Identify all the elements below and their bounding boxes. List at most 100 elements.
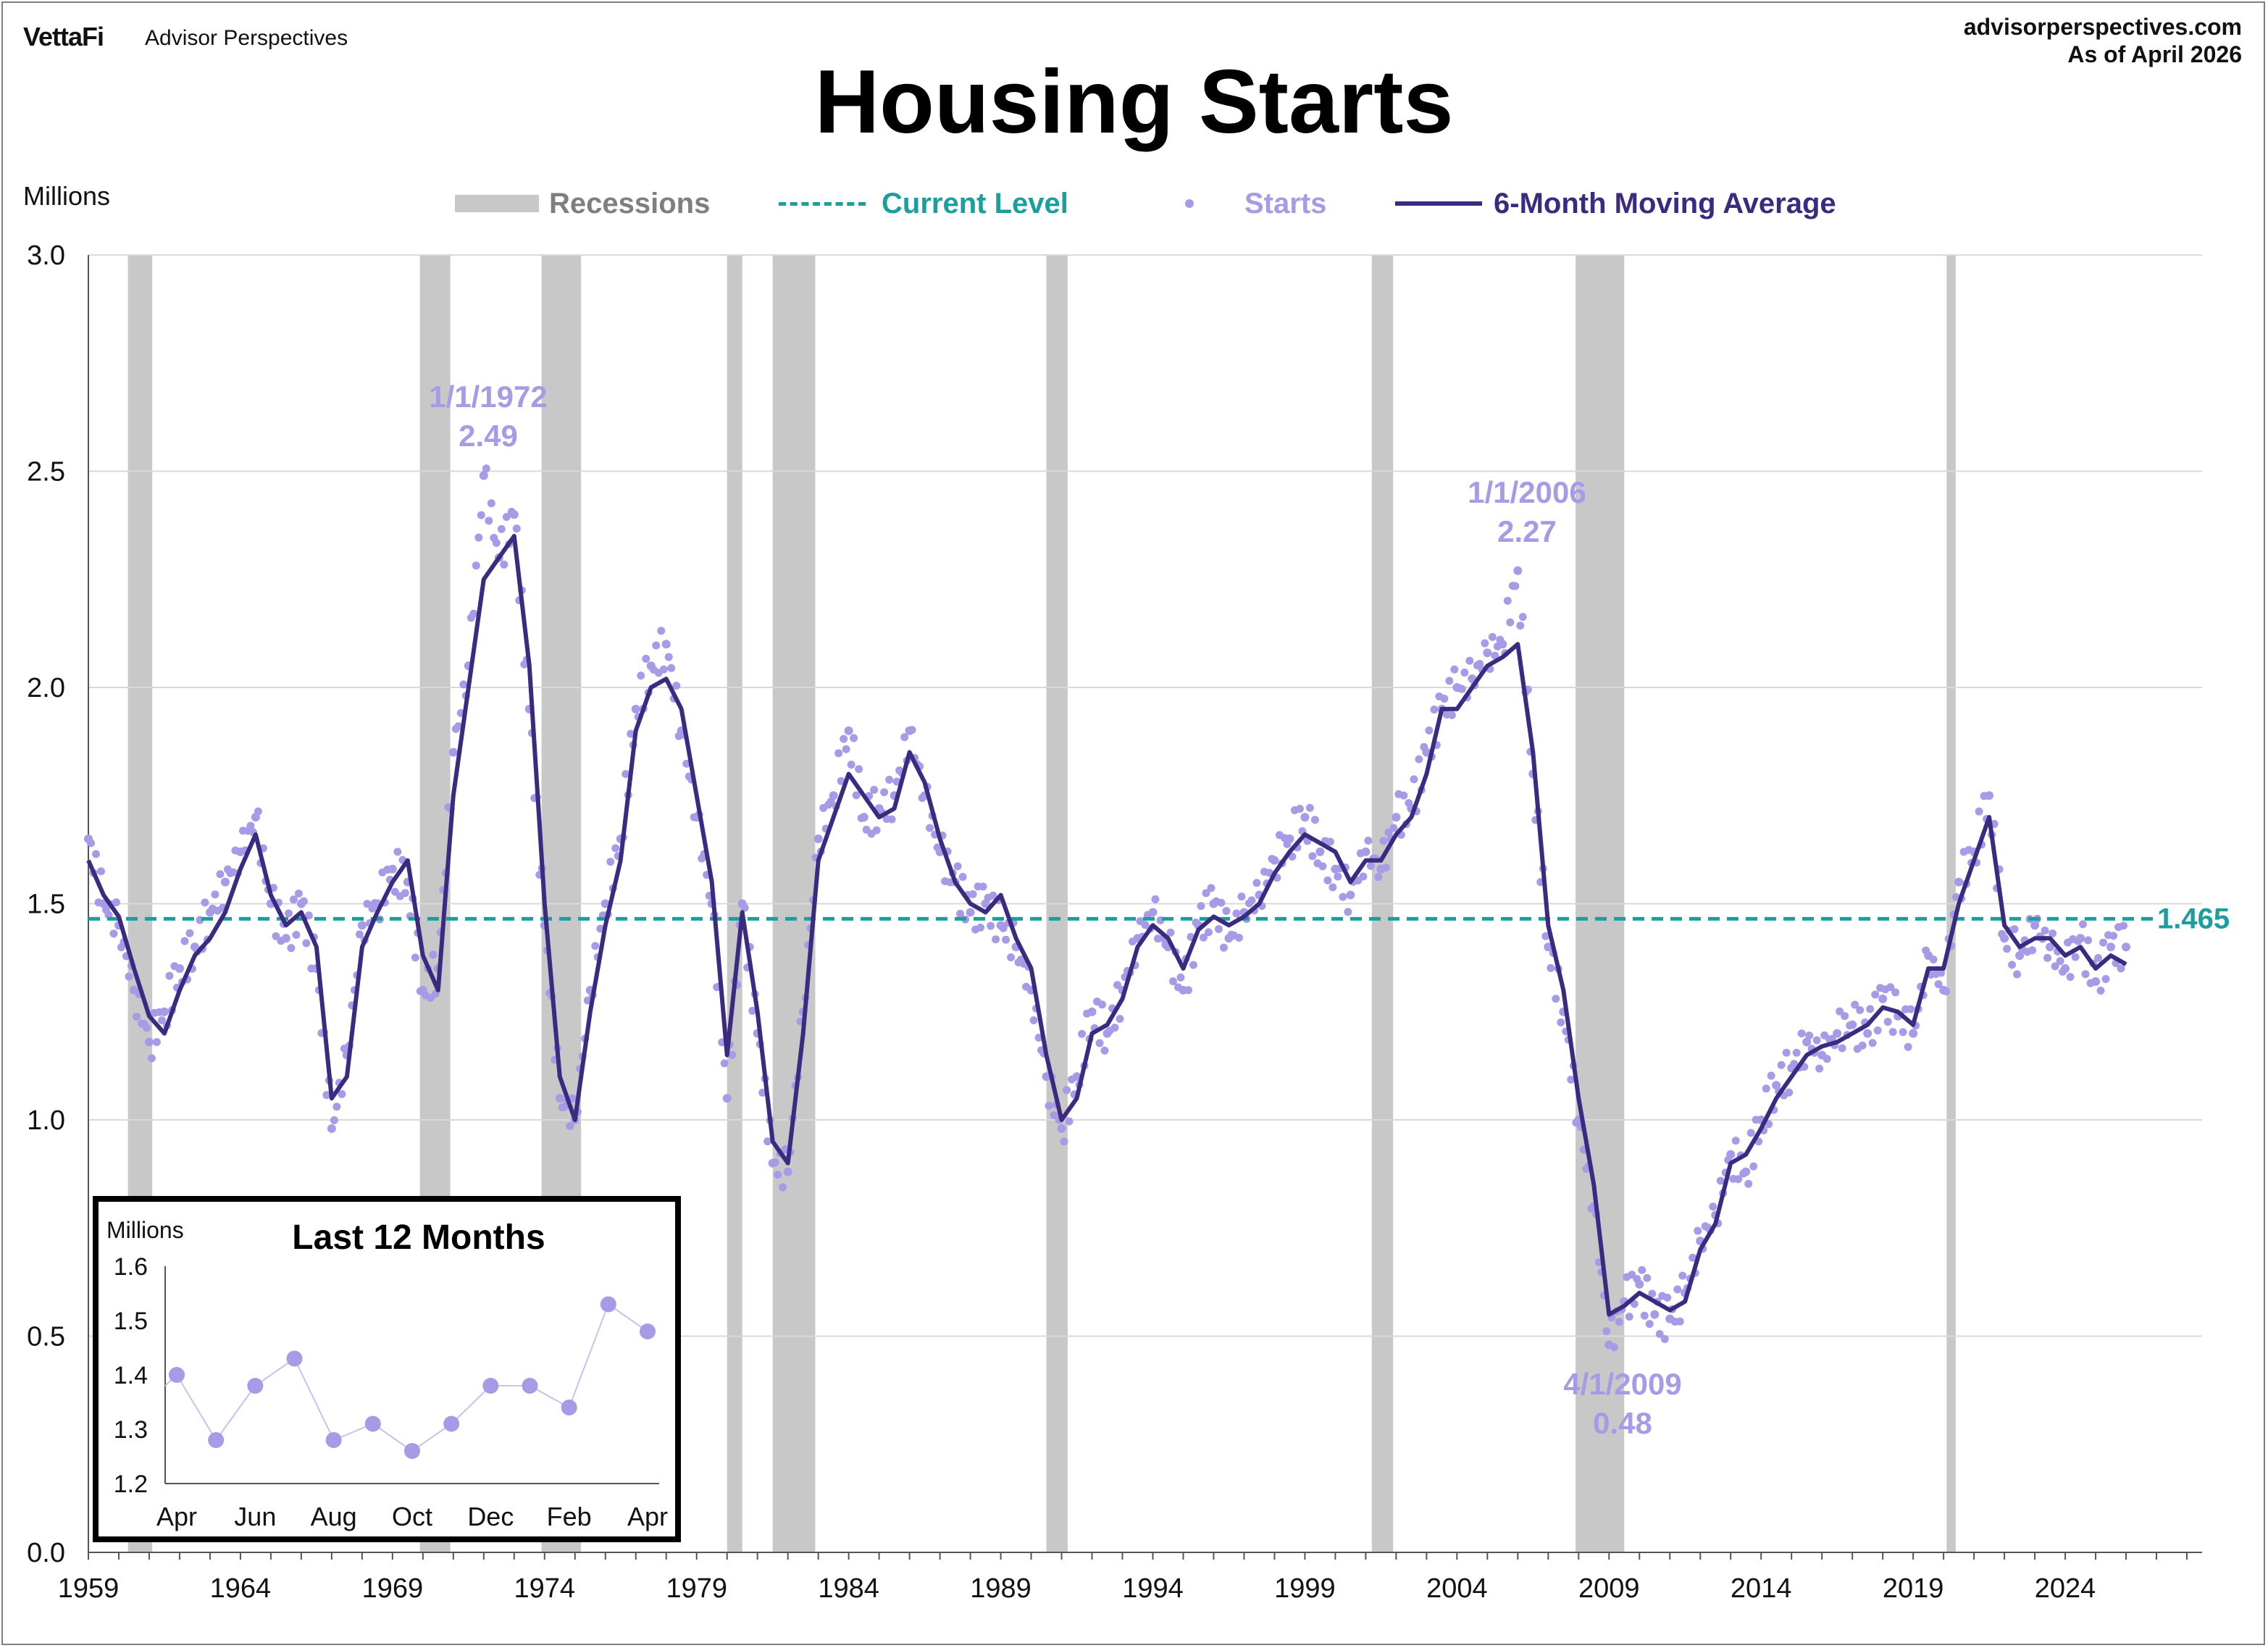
- starts-point: [1762, 1084, 1770, 1093]
- starts-point: [201, 898, 209, 907]
- starts-point: [748, 1006, 757, 1015]
- starts-point: [601, 899, 610, 908]
- starts-point: [1189, 961, 1197, 969]
- starts-point: [1247, 896, 1256, 905]
- starts-point: [459, 680, 468, 689]
- legend-recessions: Recessions: [455, 185, 710, 222]
- starts-point: [956, 909, 965, 918]
- starts-point: [591, 942, 600, 950]
- starts-point: [1544, 942, 1553, 952]
- starts-point: [469, 609, 478, 618]
- starts-point: [454, 721, 463, 730]
- starts-point: [1797, 1029, 1806, 1038]
- starts-point: [1739, 1169, 1748, 1178]
- starts-point: [94, 898, 103, 907]
- x-tick-label: 1989: [970, 1573, 1032, 1604]
- starts-point: [1638, 1266, 1646, 1274]
- ma-swatch: [1395, 201, 1482, 206]
- starts-point: [1863, 1029, 1872, 1038]
- starts-point: [307, 964, 316, 973]
- starts-point: [1389, 824, 1398, 832]
- starts-point: [2003, 945, 2012, 953]
- starts-point: [104, 911, 113, 919]
- starts-point: [622, 769, 630, 778]
- starts-point: [771, 1158, 779, 1167]
- starts-point: [659, 665, 668, 674]
- starts-point: [1805, 1031, 1814, 1040]
- starts-point: [1430, 706, 1439, 714]
- starts-point: [1633, 1274, 1641, 1283]
- starts-point: [1734, 1175, 1743, 1184]
- starts-point: [144, 1037, 154, 1047]
- starts-point: [1202, 889, 1210, 898]
- starts-point: [999, 924, 1008, 932]
- brand-subtitle: Advisor Perspectives: [145, 26, 348, 50]
- starts-point: [1022, 982, 1031, 991]
- moving-average-line: [86, 534, 2127, 1317]
- brand-logo: VettaFi: [23, 22, 104, 51]
- starts-point: [492, 538, 501, 547]
- annotation-value: 2.49: [459, 419, 518, 453]
- starts-point: [2046, 942, 2055, 952]
- starts-point: [1785, 1088, 1794, 1097]
- starts-point: [294, 889, 303, 898]
- starts-point: [1192, 919, 1200, 927]
- starts-point: [763, 1137, 772, 1146]
- starts-point: [1868, 1039, 1877, 1047]
- starts-point: [1883, 1017, 1892, 1026]
- starts-point: [1752, 1116, 1760, 1124]
- y-axis-label: Millions: [23, 181, 111, 211]
- starts-point: [1334, 872, 1342, 881]
- starts-point: [1057, 1124, 1066, 1133]
- starts-point: [284, 909, 293, 918]
- starts-point: [180, 937, 189, 945]
- inset-point: [443, 1415, 460, 1432]
- starts-point: [1767, 1071, 1775, 1080]
- y-tick-label: 2.5: [27, 457, 65, 488]
- starts-point: [1493, 642, 1502, 651]
- starts-point: [1204, 928, 1213, 937]
- starts-point: [86, 839, 95, 848]
- starts-point: [1503, 596, 1512, 605]
- inset-x-tick-label: Feb: [547, 1502, 592, 1531]
- starts-point: [363, 900, 372, 908]
- starts-point: [1660, 1334, 1669, 1343]
- starts-point: [1782, 1048, 1791, 1057]
- starts-point: [1937, 969, 1946, 977]
- starts-point: [1836, 1007, 1844, 1016]
- starts-point: [2028, 946, 2037, 955]
- starts-point: [1709, 1202, 1717, 1211]
- starts-point: [1643, 1273, 1652, 1282]
- starts-point: [216, 870, 225, 879]
- starts-point: [611, 844, 620, 853]
- inset-box: [93, 1196, 681, 1542]
- starts-point: [1447, 711, 1456, 719]
- inset-x-tick-label: Jun: [234, 1502, 276, 1531]
- inset-point: [522, 1378, 538, 1394]
- starts-point: [885, 775, 894, 784]
- starts-point: [1777, 1061, 1786, 1069]
- starts-point: [1655, 1329, 1664, 1338]
- inset-y-tick-label: 1.3: [114, 1416, 148, 1444]
- starts-point: [1457, 685, 1466, 693]
- starts-point: [1541, 932, 1550, 940]
- x-tick-label: 2019: [1883, 1573, 1944, 1604]
- starts-point: [1587, 1204, 1596, 1213]
- starts-point: [1219, 943, 1228, 952]
- y-tick-label: 3.0: [27, 240, 65, 271]
- starts-point: [1359, 872, 1368, 881]
- starts-point: [1129, 937, 1137, 946]
- inset-point: [169, 1367, 185, 1383]
- starts-point: [322, 1091, 331, 1100]
- starts-point: [989, 891, 997, 900]
- starts-point: [1083, 1009, 1092, 1018]
- starts-point: [1283, 840, 1292, 848]
- starts-point: [2120, 921, 2128, 930]
- starts-point: [1166, 928, 1175, 937]
- starts-point: [637, 672, 645, 680]
- starts-point: [1381, 863, 1390, 872]
- starts-point: [383, 865, 392, 874]
- y-tick-label: 0.0: [27, 1538, 65, 1568]
- starts-point: [1268, 855, 1276, 863]
- inset-point: [561, 1400, 577, 1415]
